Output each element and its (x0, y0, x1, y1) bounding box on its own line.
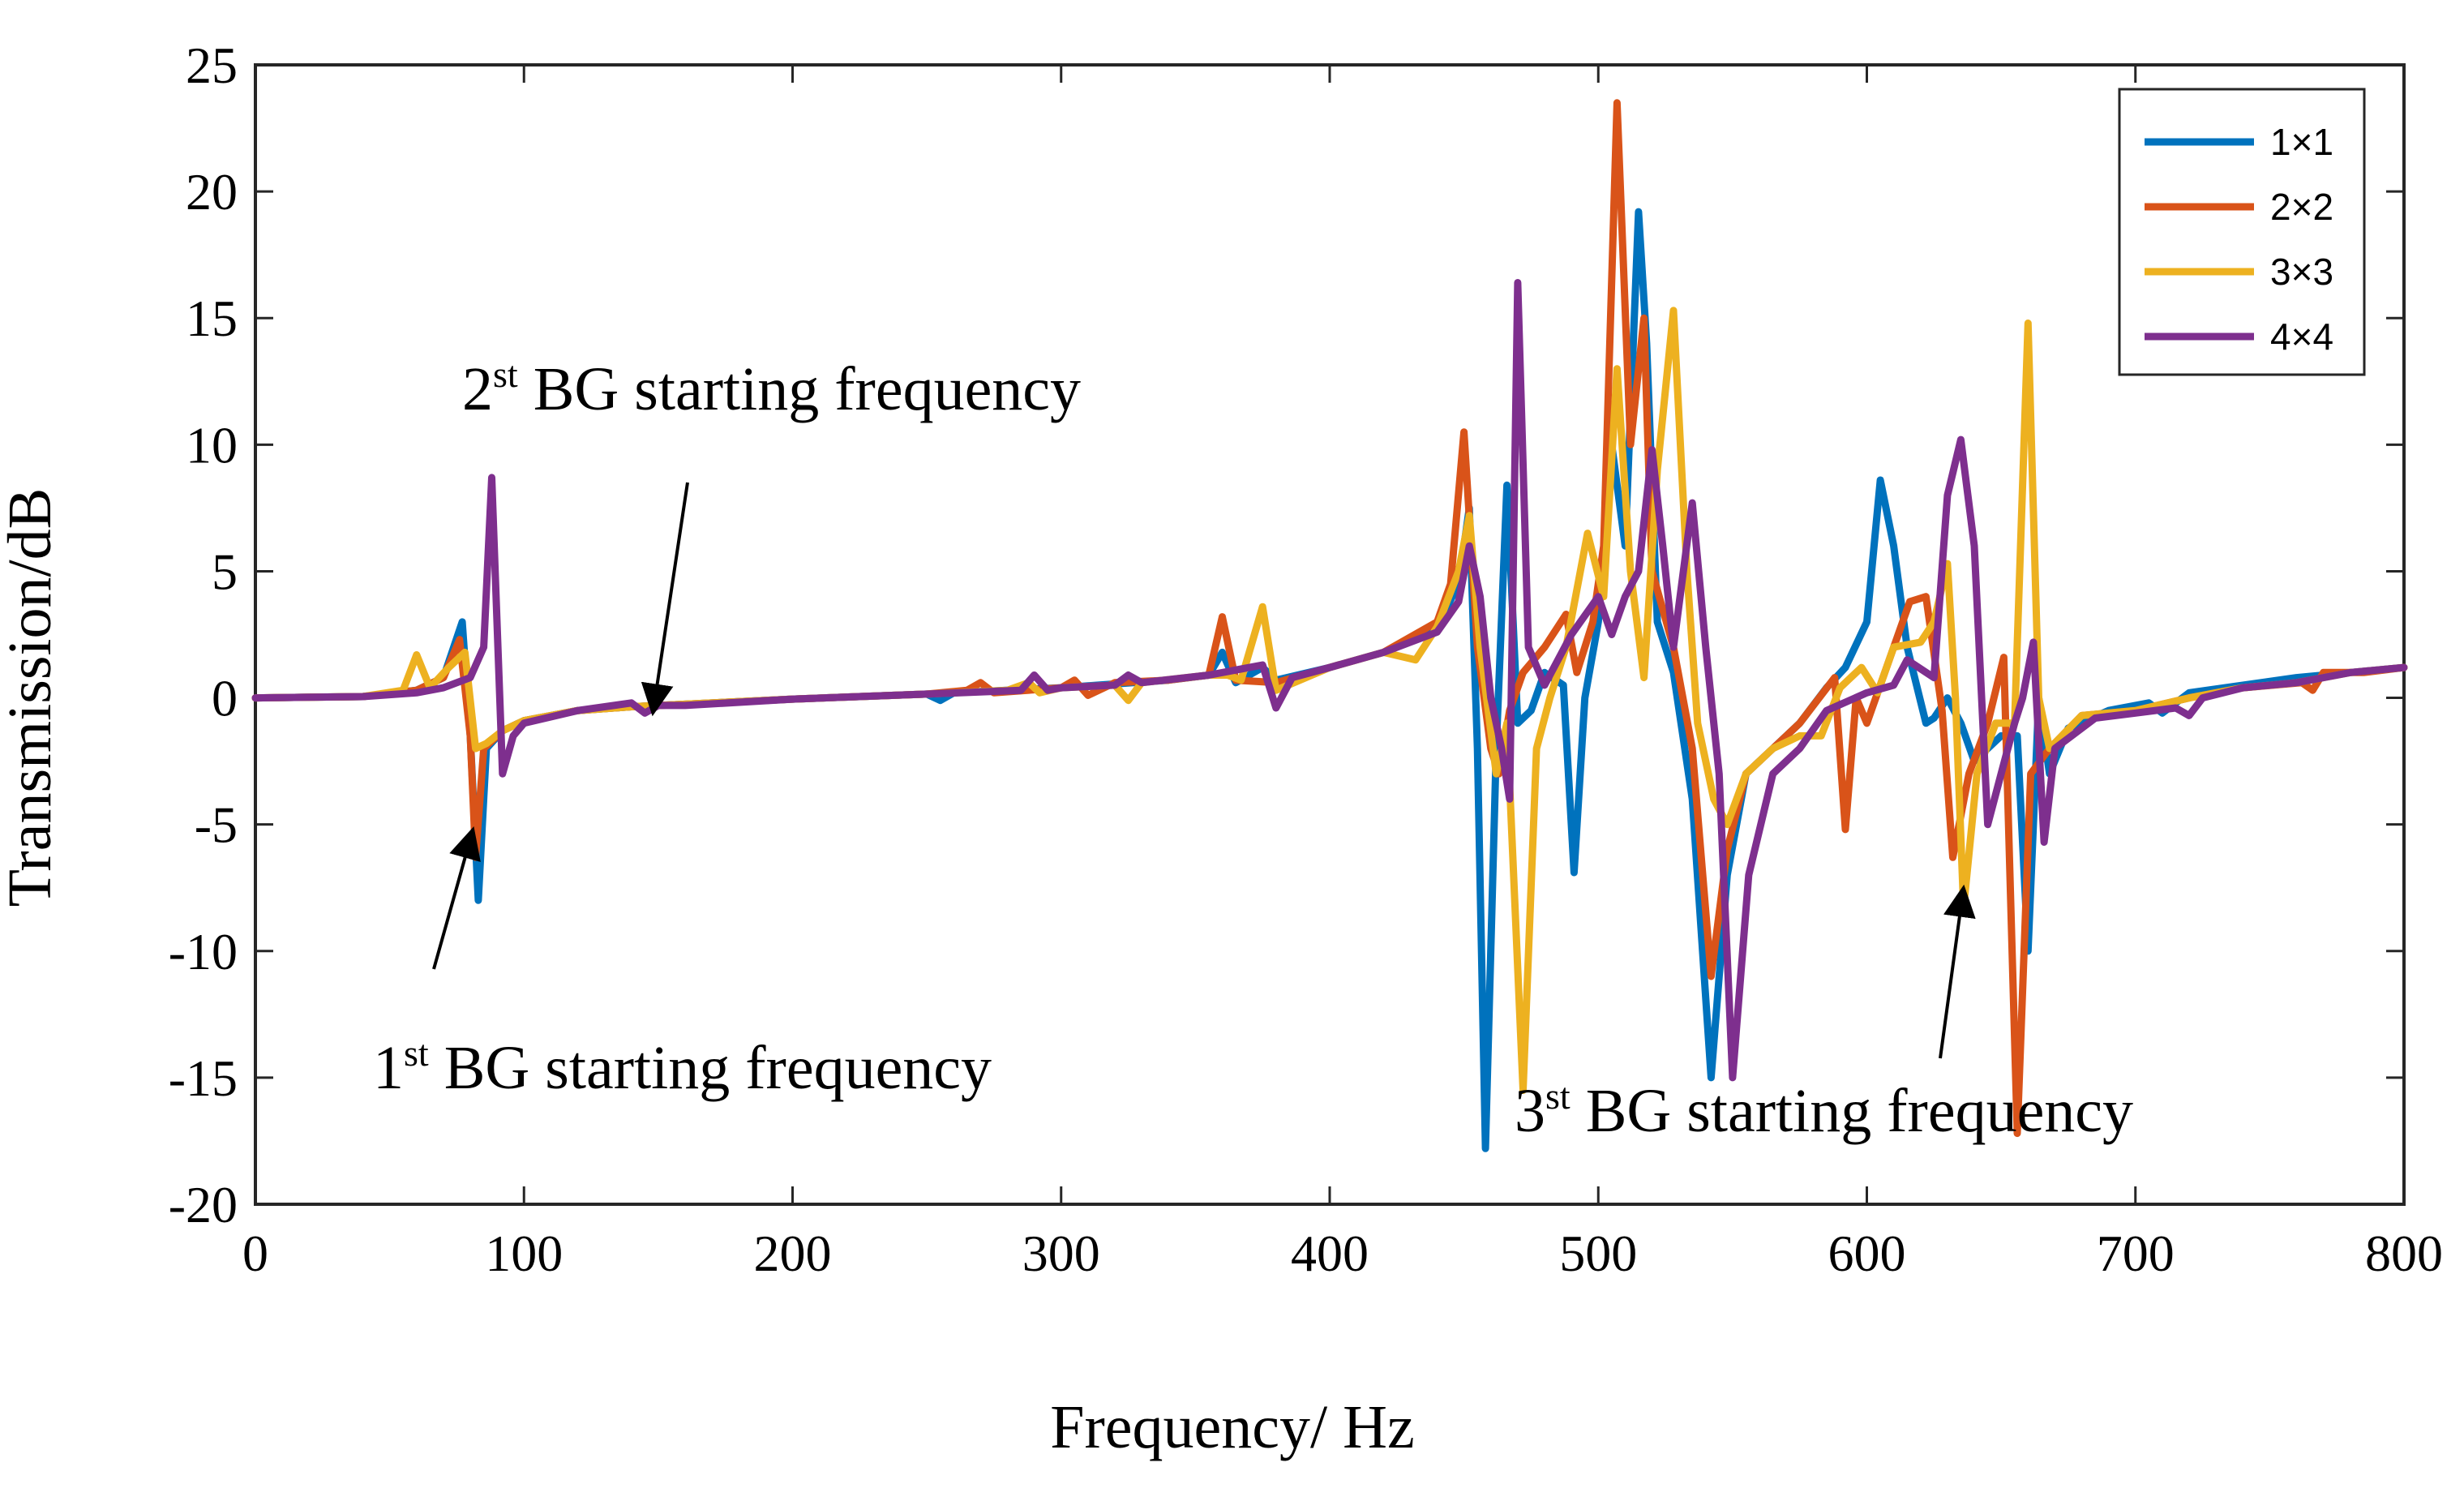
annotation-3: 3st BG starting frequency (1515, 1075, 2133, 1145)
y-tick-label: 10 (186, 416, 238, 474)
series-lines (251, 99, 2408, 1152)
x-axis-title: Frequency/ Hz (1050, 1393, 1415, 1461)
x-tick-label: 100 (485, 1225, 563, 1282)
x-tick-label: 300 (1022, 1225, 1100, 1282)
y-tick-label: 20 (186, 163, 238, 221)
x-tick-label: 500 (1559, 1225, 1637, 1282)
series-line-2 (251, 99, 2408, 1138)
legend-label-2: 2×2 (2270, 186, 2333, 228)
y-tick-label: -15 (169, 1049, 238, 1107)
annotations: 2st BG starting frequency 1st BG starting… (373, 354, 2133, 1145)
series-line-1 (251, 208, 2408, 1152)
y-tick-label: -20 (169, 1176, 238, 1233)
annotation-arrow-1 (641, 482, 689, 717)
y-tick-label: 15 (186, 290, 238, 347)
y-tick-label: 5 (212, 543, 238, 600)
legend-box (2118, 88, 2366, 376)
legend-label-3: 3×3 (2270, 251, 2333, 293)
annotation-1: 2st BG starting frequency (462, 354, 1081, 423)
x-tick-label: 600 (1828, 1225, 1906, 1282)
legend-label-1: 1×1 (2270, 121, 2333, 163)
annotation-arrow-2 (432, 826, 481, 970)
y-tick-label: -10 (169, 923, 238, 980)
x-tick-label: 0 (242, 1225, 268, 1282)
y-tick-label: 0 (212, 670, 238, 727)
x-tick-label: 700 (2097, 1225, 2175, 1282)
y-tick-label: -5 (195, 796, 238, 854)
y-axis-title: Transmission/dB (0, 488, 64, 907)
annotation-arrow-3 (1939, 884, 1976, 1059)
y-tick-label: 25 (186, 36, 238, 94)
x-tick-label: 800 (2365, 1225, 2443, 1282)
annotation-2: 1st BG starting frequency (373, 1032, 992, 1102)
legend: 1×1 2×2 3×3 4×4 (2118, 88, 2366, 376)
x-tick-label: 400 (1291, 1225, 1369, 1282)
axis-ticks: 0 100 200 300 400 500 600 700 800 -20 -15 -10 -5 0 5 10… (169, 36, 2443, 1282)
legend-label-4: 4×4 (2270, 315, 2333, 358)
series-line-3 (251, 307, 2408, 1094)
x-tick-label: 200 (754, 1225, 832, 1282)
